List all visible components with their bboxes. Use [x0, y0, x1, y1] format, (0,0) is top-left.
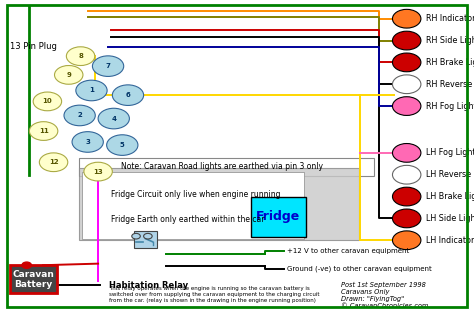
- Circle shape: [72, 132, 103, 152]
- Text: LH Brake Light: LH Brake Light: [426, 192, 474, 201]
- Circle shape: [107, 135, 138, 155]
- Text: RH Brake Light: RH Brake Light: [426, 58, 474, 67]
- Text: 9: 9: [66, 72, 71, 78]
- Text: RH Fog Light: RH Fog Light: [426, 102, 474, 110]
- Circle shape: [29, 122, 58, 140]
- Text: RH Indicator: RH Indicator: [426, 14, 474, 23]
- Text: 13 Pin Plug: 13 Pin Plug: [10, 42, 57, 51]
- Text: 4: 4: [111, 115, 116, 122]
- Bar: [251, 197, 306, 237]
- Circle shape: [39, 153, 68, 172]
- Circle shape: [392, 231, 421, 250]
- Circle shape: [112, 85, 144, 105]
- Bar: [134, 231, 157, 248]
- Text: 2: 2: [77, 112, 82, 119]
- Bar: [10, 265, 57, 293]
- Text: Note: Caravan Road lights are earthed via pin 3 only: Note: Caravan Road lights are earthed vi…: [121, 163, 323, 171]
- Text: 13: 13: [93, 168, 103, 175]
- Circle shape: [92, 56, 124, 76]
- Text: Post 1st September 1998
Caravans Only
Drawn: "FlyingTog"
© CaravanChronicles.com: Post 1st September 1998 Caravans Only Dr…: [341, 281, 428, 309]
- Circle shape: [392, 75, 421, 94]
- Text: Fridge Circuit only live when engine running: Fridge Circuit only live when engine run…: [111, 190, 281, 198]
- Text: RH Reverse Light: RH Reverse Light: [426, 80, 474, 89]
- Circle shape: [144, 233, 152, 239]
- Circle shape: [55, 66, 83, 84]
- Circle shape: [64, 105, 95, 126]
- Circle shape: [392, 209, 421, 228]
- Text: Habitation Relay: Habitation Relay: [109, 281, 188, 290]
- Text: Caravan
Battery: Caravan Battery: [13, 270, 55, 289]
- Circle shape: [98, 108, 129, 129]
- Text: LH Reverse Light: LH Reverse Light: [426, 170, 474, 179]
- Text: 1: 1: [89, 87, 94, 94]
- Circle shape: [392, 31, 421, 50]
- Text: 7: 7: [106, 63, 110, 69]
- Bar: [82, 172, 304, 239]
- Text: 3: 3: [85, 139, 90, 145]
- Text: 5: 5: [120, 142, 125, 148]
- Text: This relay operates when the engine is running so the caravan battery is
switche: This relay operates when the engine is r…: [109, 286, 319, 303]
- Text: Fridge: Fridge: [256, 210, 301, 223]
- Circle shape: [22, 262, 31, 268]
- Circle shape: [392, 187, 421, 206]
- Text: LH Fog Light: LH Fog Light: [426, 149, 474, 157]
- Text: 10: 10: [43, 98, 52, 105]
- Text: LH Indicator: LH Indicator: [426, 236, 474, 245]
- Bar: [79, 168, 359, 240]
- Text: Fridge Earth only earthed within the car: Fridge Earth only earthed within the car: [111, 216, 265, 224]
- Text: Ground (-ve) to other caravan equipment: Ground (-ve) to other caravan equipment: [287, 266, 431, 272]
- Text: 8: 8: [78, 53, 83, 59]
- Circle shape: [84, 162, 112, 181]
- Text: LH Side Light: LH Side Light: [426, 214, 474, 223]
- Circle shape: [66, 47, 95, 66]
- Text: 11: 11: [39, 128, 48, 134]
- Bar: [79, 158, 374, 176]
- Circle shape: [392, 144, 421, 162]
- Circle shape: [76, 80, 107, 101]
- Circle shape: [392, 53, 421, 72]
- Circle shape: [132, 233, 140, 239]
- Circle shape: [392, 165, 421, 184]
- Circle shape: [33, 92, 62, 111]
- Text: RH Side Light: RH Side Light: [426, 36, 474, 45]
- Text: 6: 6: [126, 92, 130, 98]
- Circle shape: [392, 97, 421, 115]
- Text: +12 V to other caravan equipment: +12 V to other caravan equipment: [287, 248, 409, 254]
- Text: 12: 12: [49, 159, 58, 165]
- Circle shape: [392, 9, 421, 28]
